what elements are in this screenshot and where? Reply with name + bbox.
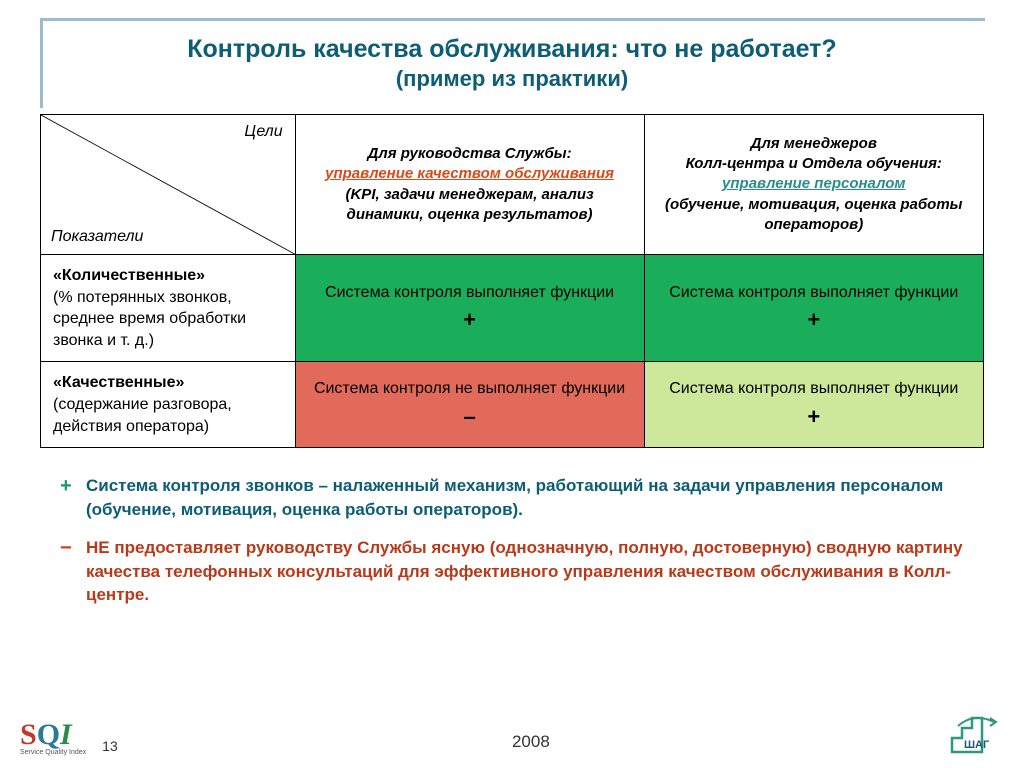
footer-year: 2008 [512, 732, 550, 752]
slide-footer: SQI Service Quality Index 13 2008 ШАГ [0, 708, 1024, 756]
col3-lead2: Колл-центра и Отдела обучения: [686, 155, 942, 172]
frame-left-rule [40, 18, 43, 108]
table-row: «Количественные» (% потерянных звонков, … [41, 255, 984, 362]
frame-top-rule [40, 18, 985, 21]
col3-link: управление персоналом [722, 175, 905, 192]
row2-label-rest: (содержание разговора, действия оператор… [53, 396, 232, 435]
plus-icon: + [653, 305, 975, 335]
row2-label: «Качественные» (содержание разговора, де… [41, 362, 296, 448]
matrix-table: Цели Показатели Для руководства Службы: … [40, 114, 984, 448]
column-header-managers: Для менеджеров Колл-центра и Отдела обуч… [644, 115, 983, 255]
col3-lead1: Для менеджеров [751, 135, 877, 152]
row2-c2-text: Система контроля не выполняет функции [314, 380, 625, 397]
row1-c3-text: Система контроля выполняет функции [669, 284, 958, 301]
row1-c2-text: Система контроля выполняет функции [325, 284, 614, 301]
shag-logo: ШАГ [944, 708, 1004, 756]
minus-icon: − [60, 536, 86, 607]
bullet-minus-text: НЕ предоставляет руководству Службы ясну… [86, 536, 964, 607]
row1-col3-status: Система контроля выполняет функции + [644, 255, 983, 362]
row1-label-rest: (% потерянных звонков, среднее время обр… [53, 289, 246, 349]
header-goals-label: Цели [244, 123, 282, 141]
page-number: 13 [102, 738, 118, 754]
row1-label-bold: «Количественные» [53, 267, 205, 284]
row2-label-bold: «Качественные» [53, 374, 184, 391]
slide-title: Контроль качества обслуживания: что не р… [0, 35, 1024, 64]
title-block: Контроль качества обслуживания: что не р… [0, 0, 1024, 92]
column-header-management: Для руководства Службы: управление качес… [295, 115, 644, 255]
col2-link: управление качеством обслуживания [325, 165, 614, 182]
row1-label: «Количественные» (% потерянных звонков, … [41, 255, 296, 362]
sqi-logo: SQI Service Quality Index [20, 718, 86, 756]
bullet-minus-row: − НЕ предоставляет руководству Службы яс… [60, 536, 964, 607]
header-indicators-label: Показатели [51, 228, 143, 246]
sqi-subtitle: Service Quality Index [20, 749, 86, 756]
plus-icon: + [304, 305, 636, 335]
row2-c3-text: Система контроля выполняет функции [669, 380, 958, 397]
row1-col2-status: Система контроля выполняет функции + [295, 255, 644, 362]
row2-col2-status: Система контроля не выполняет функции – [295, 362, 644, 448]
footer-left: SQI Service Quality Index 13 [20, 718, 118, 756]
col2-paren: (KPI, задачи менеджерам, анализ динамики… [345, 186, 593, 223]
col3-paren: (обучение, мотивация, оценка работы опер… [665, 196, 962, 233]
plus-icon: + [653, 402, 975, 432]
plus-icon: + [60, 474, 86, 522]
bullet-plus-text: Система контроля звонков – налаженный ме… [86, 474, 964, 522]
col2-lead: Для руководства Службы: [368, 145, 572, 162]
table-row: «Качественные» (содержание разговора, де… [41, 362, 984, 448]
bullet-list: + Система контроля звонков – налаженный … [60, 474, 964, 607]
row2-col3-status: Система контроля выполняет функции + [644, 362, 983, 448]
bullet-plus-row: + Система контроля звонков – налаженный … [60, 474, 964, 522]
shag-text: ШАГ [964, 739, 990, 751]
header-diagonal-cell: Цели Показатели [41, 115, 296, 255]
slide-subtitle: (пример из практики) [0, 66, 1024, 92]
minus-icon: – [304, 402, 636, 432]
